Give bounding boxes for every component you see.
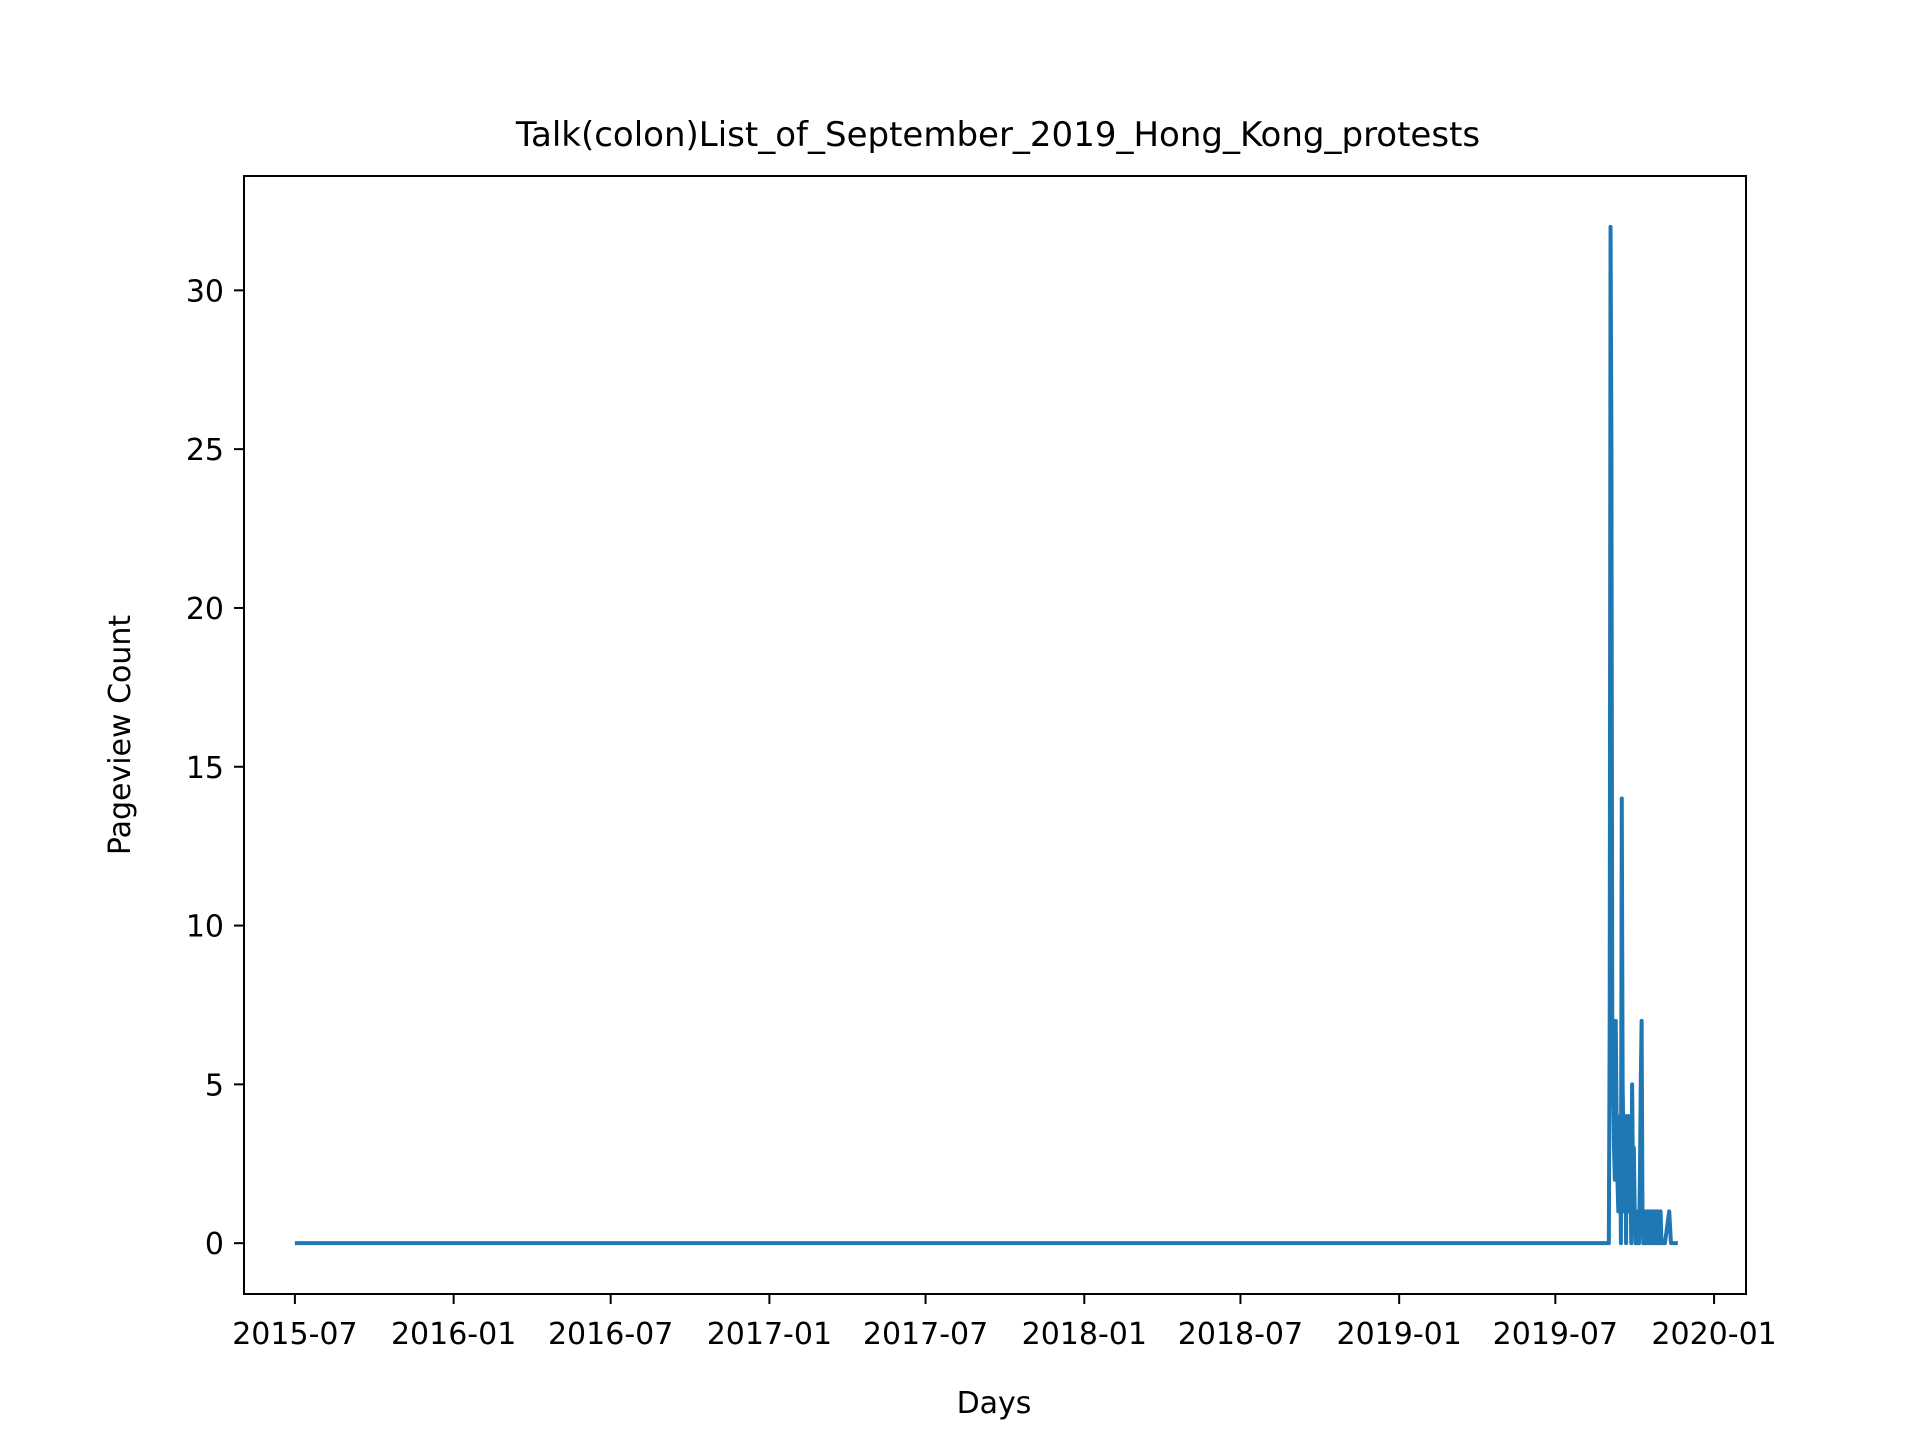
x-axis-label: Days: [957, 1386, 1032, 1421]
x-tick-label: 2020-01: [1651, 1317, 1776, 1352]
x-tick-label: 2016-01: [391, 1317, 516, 1352]
plot-area-frame: [243, 175, 1747, 1295]
x-axis-ticks: 2015-07 2016-01 2016-07 2017-01 2017-07 2018-…: [232, 1294, 1777, 1352]
y-tick-label: 5: [205, 1068, 224, 1103]
y-axis-label: Pageview Count: [103, 615, 138, 856]
x-tick-label: 2016-07: [548, 1317, 673, 1352]
x-tick-label: 2017-01: [707, 1317, 832, 1352]
x-tick-label: 2018-07: [1178, 1317, 1303, 1352]
y-tick-label: 25: [186, 433, 224, 468]
series-line: [294, 224, 1678, 1246]
y-axis-ticks: 0 5 10 15 20 25 30: [186, 274, 244, 1262]
x-tick-label: 2019-07: [1493, 1317, 1618, 1352]
x-tick-label: 2017-07: [863, 1317, 988, 1352]
x-tick-label: 2018-01: [1022, 1317, 1147, 1352]
y-tick-label: 20: [186, 592, 224, 627]
y-tick-label: 30: [186, 274, 224, 309]
y-tick-label: 15: [186, 751, 224, 786]
y-tick-label: 10: [186, 910, 224, 945]
chart-title: Talk(colon)List_of_September_2019_Hong_K…: [515, 115, 1480, 155]
y-tick-label: 0: [205, 1227, 224, 1262]
x-tick-label: 2019-01: [1337, 1317, 1462, 1352]
x-tick-label: 2015-07: [232, 1317, 357, 1352]
